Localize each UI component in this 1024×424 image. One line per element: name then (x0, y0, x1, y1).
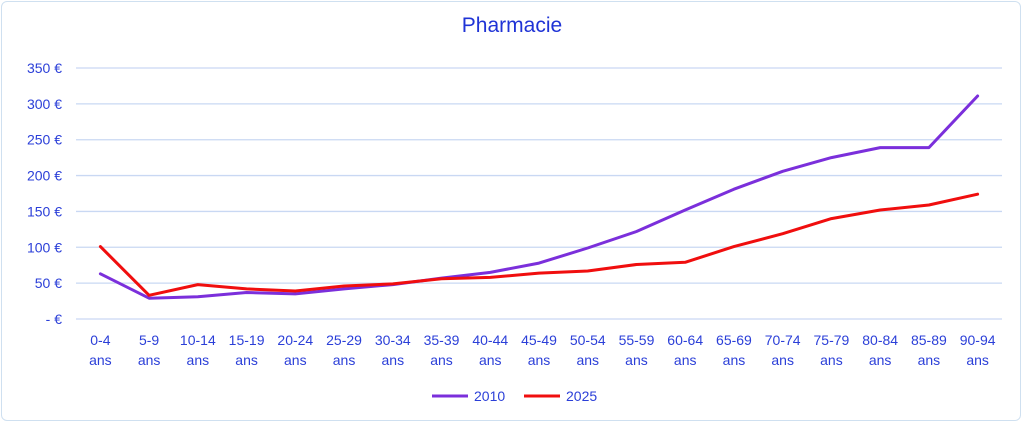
x-tick-label: ans (625, 352, 648, 368)
x-tick-label: ans (723, 352, 746, 368)
legend: 2010 2025 (432, 388, 597, 404)
x-tick-label: ans (284, 352, 307, 368)
chart-title: Pharmacie (461, 14, 563, 37)
x-tick-label: 40-44 (472, 332, 508, 348)
x-tick-label: 35-39 (424, 332, 460, 348)
x-tick-label: ans (89, 352, 112, 368)
x-tick-label: ans (382, 352, 405, 368)
x-tick-label: 65-69 (716, 332, 752, 348)
legend-item-2025: 2025 (524, 388, 597, 404)
legend-item-2010: 2010 (432, 388, 505, 404)
x-tick-label: 55-59 (619, 332, 655, 348)
x-tick-label: ans (966, 352, 989, 368)
y-tick-label: 50 € (35, 275, 62, 291)
x-tick-label: 85-89 (911, 332, 947, 348)
y-tick-label: 100 € (27, 239, 62, 255)
x-tick-label: 15-19 (229, 332, 265, 348)
legend-label: 2025 (566, 388, 597, 404)
x-tick-label: ans (333, 352, 356, 368)
series-line-2010 (98, 94, 980, 300)
x-tick-label: 50-54 (570, 332, 606, 348)
y-axis: - € 50 € 100 € 150 € 200 € 250 € 300 € 350 € (27, 60, 62, 327)
x-tick-label: 60-64 (667, 332, 703, 348)
gridlines (76, 67, 1002, 320)
x-tick-label: ans (138, 352, 161, 368)
x-tick-label: 75-79 (814, 332, 850, 348)
x-tick-label: ans (576, 352, 599, 368)
x-tick-label: 5-9 (139, 332, 159, 348)
series-line-2025 (98, 192, 980, 297)
x-tick-label: 10-14 (180, 332, 216, 348)
y-tick-label: 350 € (27, 60, 62, 76)
y-tick-label: 300 € (27, 96, 62, 112)
x-tick-label: 0-4 (90, 332, 110, 348)
y-tick-label: - € (46, 311, 63, 327)
x-tick-label: ans (918, 352, 941, 368)
x-tick-label: ans (187, 352, 210, 368)
y-tick-label: 150 € (27, 203, 62, 219)
x-tick-label: 70-74 (765, 332, 801, 348)
x-tick-label: ans (869, 352, 892, 368)
x-tick-label: ans (430, 352, 453, 368)
x-tick-label: ans (771, 352, 794, 368)
x-tick-label: ans (528, 352, 551, 368)
x-tick-label: 45-49 (521, 332, 557, 348)
x-tick-label: ans (674, 352, 697, 368)
y-tick-label: 250 € (27, 132, 62, 148)
x-tick-label: 90-94 (960, 332, 996, 348)
x-tick-label: 20-24 (277, 332, 313, 348)
legend-label: 2010 (474, 388, 505, 404)
x-tick-label: 30-34 (375, 332, 411, 348)
x-axis: 0-4 ans 5-9 ans 10-14 ans 15-19 ans 20-24 ans 25-2… (89, 332, 996, 368)
series-lines (98, 94, 980, 300)
x-tick-label: ans (235, 352, 258, 368)
x-tick-label: ans (820, 352, 843, 368)
y-tick-label: 200 € (27, 168, 62, 184)
x-tick-label: ans (479, 352, 502, 368)
x-tick-label: 80-84 (862, 332, 898, 348)
x-tick-label: 25-29 (326, 332, 362, 348)
